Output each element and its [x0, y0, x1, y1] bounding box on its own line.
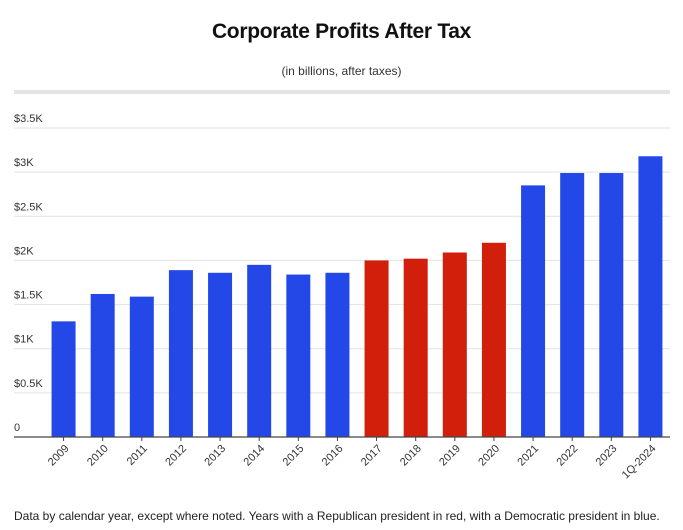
bar-2022 — [560, 173, 585, 438]
bar-2012 — [168, 270, 193, 437]
bar-chart: 0 $0.5K $1K $1.5K $2K $2.5K $3K $3.5K 2009 2010 20… — [14, 113, 670, 482]
bar-1q-2024 — [638, 156, 663, 437]
bar-2014 — [247, 264, 272, 437]
bar-2020 — [481, 242, 506, 437]
y-tick-label: $0.5K — [14, 378, 43, 390]
bar-2015 — [286, 274, 311, 437]
bar-2009 — [51, 321, 76, 437]
x-tick-label: 2018 — [398, 443, 424, 469]
x-tick-label: 2009 — [46, 443, 72, 469]
x-tick-label: 2015 — [281, 443, 307, 469]
x-tick-label: 2011 — [125, 443, 150, 468]
x-tick-label: 2017 — [359, 443, 385, 469]
x-tick-label: 2010 — [85, 443, 111, 469]
bar-2019 — [442, 252, 467, 437]
y-tick-label: $1K — [14, 334, 34, 346]
footer-note: Data by calendar year, except where note… — [14, 509, 660, 523]
bar-2013 — [208, 272, 233, 437]
x-tick-label: 1Q-2024 — [620, 443, 659, 482]
header-divider — [14, 90, 670, 94]
y-tick-label: $2K — [14, 245, 34, 257]
x-tick-label: 2013 — [202, 443, 228, 469]
x-tick-label: 2021 — [515, 443, 541, 469]
bar-2018 — [403, 258, 428, 437]
x-tick-label: 2020 — [476, 443, 502, 469]
x-tick-label: 2014 — [242, 443, 268, 469]
chart-title: Corporate Profits After Tax — [211, 20, 472, 43]
x-tick-label: 2012 — [163, 443, 189, 469]
y-tick-label: 0 — [14, 422, 20, 434]
chart-subtitle: (in billions, after taxes) — [281, 64, 402, 78]
bar-2010 — [90, 293, 115, 437]
bar-2011 — [129, 296, 154, 437]
bar-2016 — [325, 272, 350, 437]
bar-2021 — [521, 185, 546, 437]
bar-2017 — [364, 260, 389, 437]
x-tick-label: 2019 — [437, 443, 463, 469]
y-tick-label: $1.5K — [14, 290, 43, 302]
bar-2023 — [599, 173, 624, 438]
x-tick-label: 2022 — [555, 443, 581, 469]
x-tick-label: 2023 — [594, 443, 620, 469]
y-tick-label: $3.5K — [14, 113, 43, 125]
y-tick-label: $2.5K — [14, 201, 43, 213]
y-tick-label: $3K — [14, 157, 34, 169]
x-tick-label: 2016 — [320, 443, 346, 469]
